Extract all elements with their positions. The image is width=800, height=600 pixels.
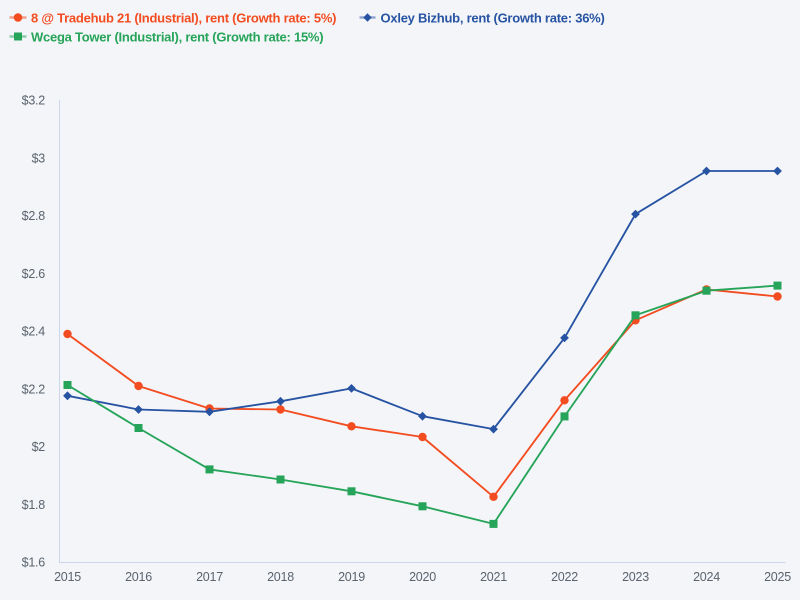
svg-text:$2.6: $2.6 bbox=[22, 267, 46, 281]
svg-text:2018: 2018 bbox=[267, 570, 294, 584]
svg-text:Oxley Bizhub, rent (Growth rat: Oxley Bizhub, rent (Growth rate: 36%) bbox=[381, 10, 605, 25]
svg-text:Wcega Tower (Industrial), rent: Wcega Tower (Industrial), rent (Growth r… bbox=[31, 29, 323, 44]
svg-text:2017: 2017 bbox=[196, 570, 223, 584]
svg-text:2015: 2015 bbox=[54, 570, 81, 584]
svg-text:2023: 2023 bbox=[622, 570, 649, 584]
svg-text:2021: 2021 bbox=[480, 570, 507, 584]
svg-text:$3.2: $3.2 bbox=[22, 94, 46, 108]
svg-text:$1.8: $1.8 bbox=[22, 498, 46, 512]
svg-text:$2.2: $2.2 bbox=[22, 382, 46, 396]
svg-text:$2.8: $2.8 bbox=[22, 209, 46, 223]
svg-text:2022: 2022 bbox=[551, 570, 578, 584]
svg-text:$2.4: $2.4 bbox=[22, 325, 46, 339]
svg-text:2024: 2024 bbox=[693, 570, 720, 584]
svg-text:$3: $3 bbox=[32, 151, 46, 165]
svg-text:2019: 2019 bbox=[338, 570, 365, 584]
svg-text:$1.6: $1.6 bbox=[22, 556, 46, 570]
svg-text:8 @ Tradehub 21 (Industrial),: 8 @ Tradehub 21 (Industrial), rent (Grow… bbox=[31, 10, 336, 25]
svg-text:2025: 2025 bbox=[764, 570, 791, 584]
svg-text:$2: $2 bbox=[32, 440, 46, 454]
svg-text:2020: 2020 bbox=[409, 570, 436, 584]
svg-text:2016: 2016 bbox=[125, 570, 152, 584]
